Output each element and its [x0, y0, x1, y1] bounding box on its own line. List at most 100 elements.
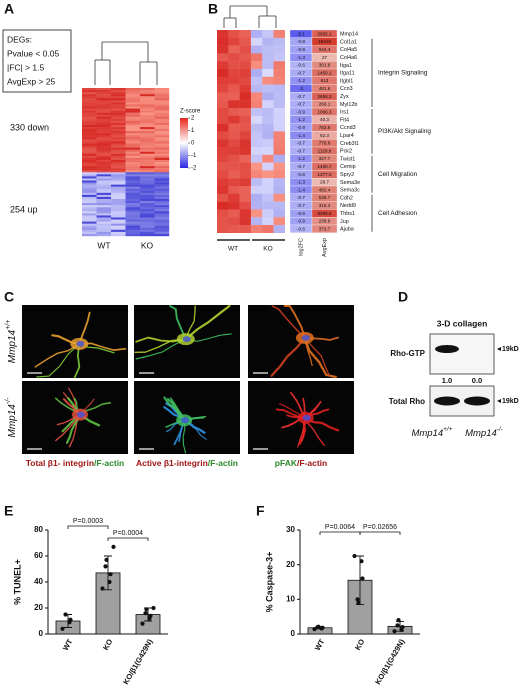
pathway-label: Integrin Signaling: [378, 70, 428, 77]
heatmap-cell: [250, 178, 263, 187]
heatmap-cell: [154, 122, 170, 126]
heatmap-cell: [154, 155, 170, 159]
gene-name: Itgbl1: [340, 78, 353, 84]
heatmap-cell: [82, 211, 97, 214]
heatmap-cell: [140, 168, 155, 171]
heatmap-cell: [111, 131, 126, 134]
p-value: P=0.0003: [73, 518, 103, 525]
heatmap-cell: [125, 192, 141, 196]
heatmap-cell: [111, 147, 126, 150]
heatmap-cell: [96, 190, 112, 194]
heatmap-cell: [154, 217, 170, 220]
heatmap-cell: [82, 168, 97, 171]
band: [464, 396, 490, 406]
heatmap-cell: [96, 157, 112, 161]
nucleus: [302, 414, 311, 421]
heatmap-cell: [125, 164, 141, 167]
heatmap-cell: [140, 155, 155, 159]
heatmap-cell: [217, 201, 229, 210]
heatmap-cell: [273, 69, 285, 77]
heatmap-cell: [96, 201, 112, 204]
heatmap-cell: [250, 115, 263, 124]
heatmap-cell: [82, 188, 97, 191]
heatmap-cell: [217, 84, 229, 93]
heatmap-cell: [82, 137, 97, 140]
log2fc-value: -0.7: [297, 164, 305, 169]
heatmap-cell: [82, 114, 97, 117]
heatmap-cell: [154, 120, 170, 124]
blot-row-label: Rho-GTP: [390, 349, 425, 358]
log2fc-value: -0.9: [297, 125, 305, 130]
legend-tick-label: 0: [191, 141, 195, 147]
heatmap-cell: [111, 184, 126, 187]
heatmap-cell: [96, 172, 112, 175]
caption: pFAK/F-actin: [275, 458, 327, 468]
heatmap-cell: [273, 76, 285, 85]
heatmap-cell: [82, 151, 97, 154]
heatmap-cell: [96, 162, 112, 165]
heatmap-cell: [111, 190, 126, 194]
log2fc-value: -0.6: [297, 226, 305, 231]
heatmap-cell: [82, 231, 97, 235]
y-tick-label: 20: [286, 560, 295, 569]
log2fc-value: -0.7: [297, 94, 305, 99]
heatmap-cell: [217, 131, 229, 140]
heatmap-cell: [96, 110, 112, 113]
heatmap-cell: [262, 115, 274, 124]
heatmap-cell: [140, 170, 155, 173]
heatmap-cell: [154, 159, 170, 163]
heatmap-cell: [140, 102, 155, 105]
heatmap-cell: [250, 193, 263, 202]
heatmap-cell: [154, 221, 170, 224]
heatmap-cell: [111, 135, 126, 138]
heatmap-cell: [82, 122, 97, 126]
row-label: Mmp14-/-: [5, 397, 18, 438]
heatmap-cell: [96, 215, 112, 218]
data-point: [104, 557, 109, 563]
heatmap-cell: [140, 110, 155, 113]
heatmap-cell: [140, 209, 155, 212]
heatmap-cell: [154, 90, 170, 93]
heatmap-cell: [217, 225, 229, 233]
heatmap-cell: [140, 223, 155, 226]
heatmap-cell: [217, 193, 229, 202]
heatmap-cell: [140, 139, 155, 142]
log2fc-value: -0.8: [297, 39, 305, 44]
heatmap-cell: [96, 88, 112, 91]
gene-name: Irs1: [340, 110, 349, 116]
avgexp-value: 481.6: [319, 86, 331, 91]
heatmap-cell: [96, 151, 112, 154]
heatmap-cell: [140, 98, 155, 101]
heatmap-cell: [140, 217, 155, 220]
heatmap-cell: [228, 76, 240, 85]
heatmap-cell: [217, 139, 229, 148]
heatmap-cell: [154, 225, 170, 228]
heatmap-cell: [154, 223, 170, 226]
heatmap-cell: [125, 116, 141, 120]
p-value: P=0.02656: [363, 524, 397, 531]
gene: Mmp14: [411, 428, 443, 439]
heatmap-cell: [154, 196, 170, 200]
heatmap-cell: [111, 186, 126, 189]
log2fc-value: -1.3: [297, 180, 305, 185]
heatmap-cell: [140, 164, 155, 167]
gene-name: Ccnd3: [340, 125, 356, 131]
heatmap-cell: [96, 170, 112, 173]
gene-name: Twist1: [340, 156, 355, 162]
heatmap-cell: [111, 229, 126, 233]
heatmap-cell: [96, 118, 112, 122]
heatmap-cell: [273, 147, 285, 155]
heatmap-cell: [250, 30, 263, 38]
heatmap-cell: [228, 45, 240, 54]
heatmap-cell: [96, 227, 112, 231]
heatmap-cell: [96, 182, 112, 185]
data-point: [355, 597, 360, 602]
data-point: [151, 605, 156, 611]
heatmap-cell: [111, 201, 126, 204]
row-label: Mmp14+/+: [5, 320, 18, 363]
heatmap-cell: [140, 122, 155, 126]
heatmap-cell: [228, 170, 240, 179]
heatmap-cell: [82, 196, 97, 200]
heatmap-cell: [140, 194, 155, 198]
heatmap-cell: [96, 194, 112, 198]
